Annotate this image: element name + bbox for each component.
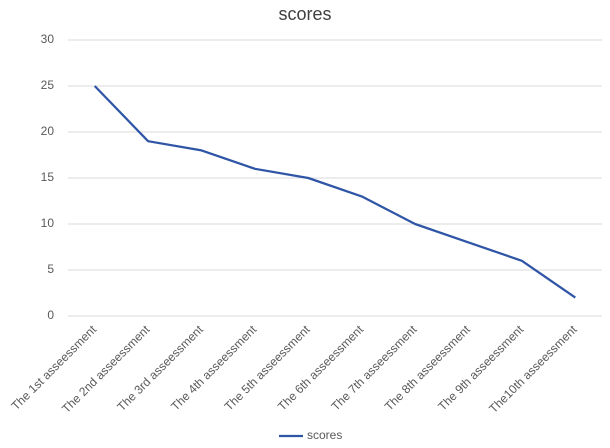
chart-title: scores [278, 4, 331, 24]
y-tick-label: 10 [41, 216, 55, 230]
y-tick-label: 5 [47, 262, 54, 276]
y-tick-label: 25 [41, 78, 55, 92]
legend-label: scores [307, 428, 342, 442]
y-tick-label: 30 [41, 32, 55, 46]
series-line [93, 85, 576, 299]
y-tick-label: 0 [47, 308, 54, 322]
y-tick-label: 20 [41, 124, 55, 138]
y-tick-label: 15 [41, 170, 55, 184]
